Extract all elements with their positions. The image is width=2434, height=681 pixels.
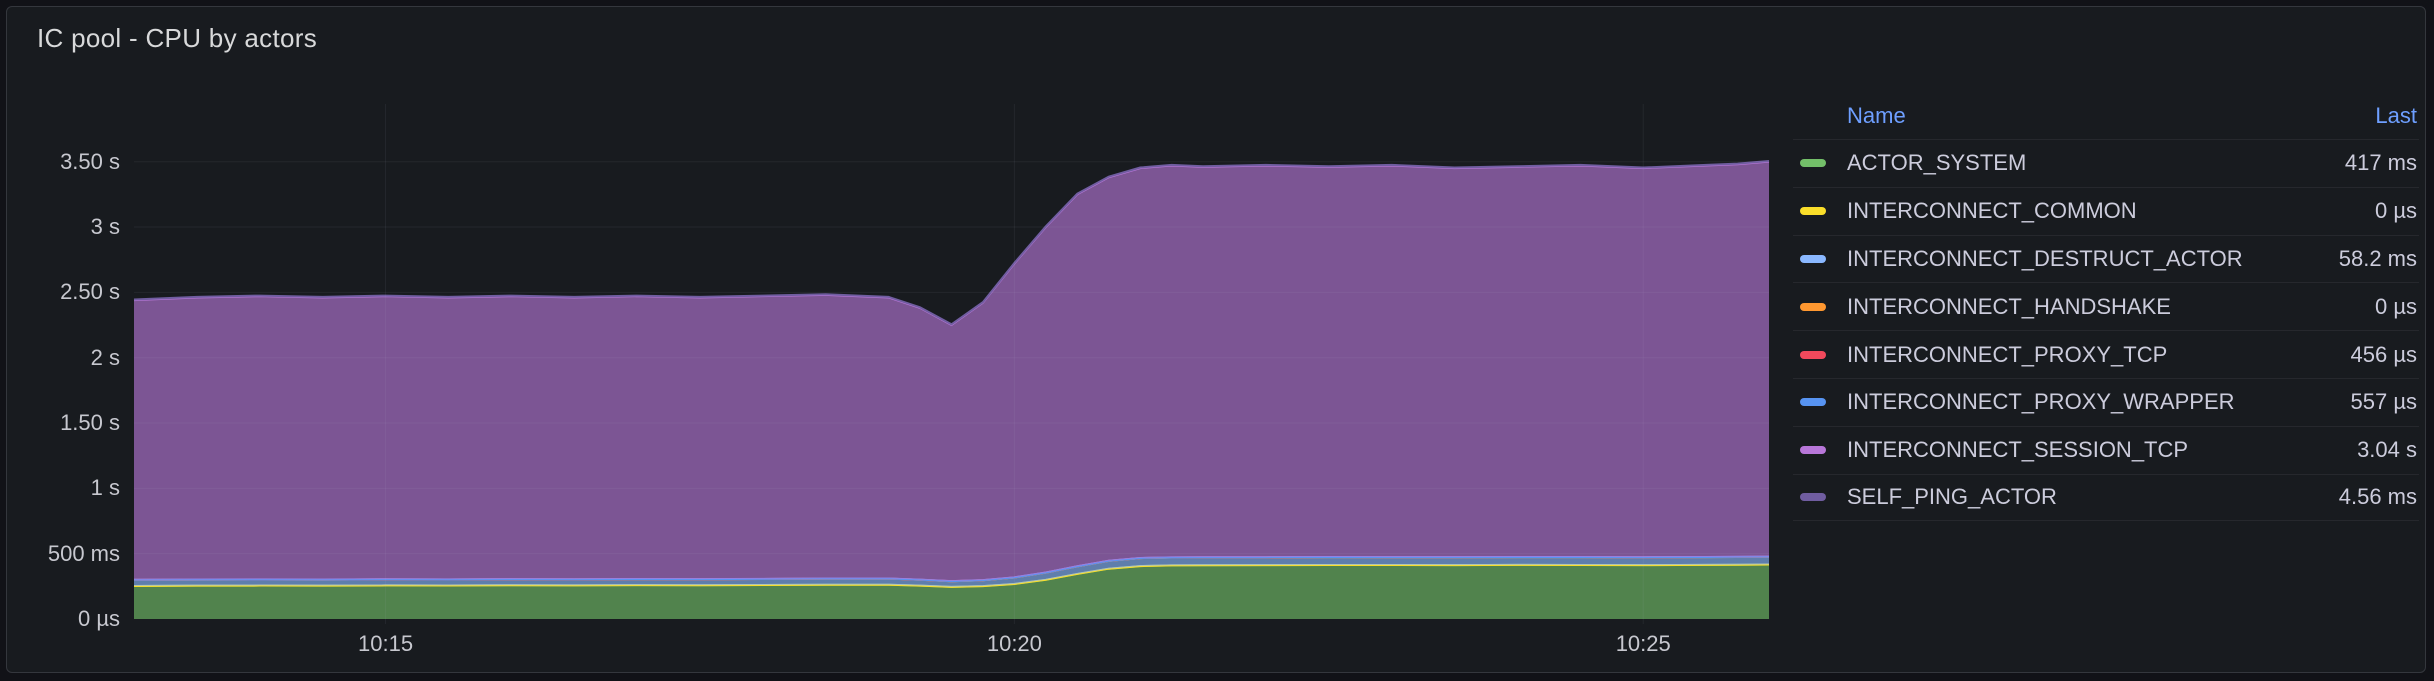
cpu-stacked-area-chart[interactable]: [7, 7, 2434, 681]
x-axis-tick-label: 10:25: [1615, 631, 1671, 656]
legend-series-last-value: 557 µs: [2350, 389, 2418, 415]
y-axis-tick-label: 1.50 s: [60, 410, 120, 436]
panel-title[interactable]: IC pool - CPU by actors: [37, 23, 317, 53]
line-self_ping_actor: [133, 160, 1770, 326]
legend-series-name[interactable]: SELF_PING_ACTOR: [1847, 484, 2057, 510]
legend-sort-last[interactable]: Last: [2375, 103, 2417, 128]
area-interconnect_session_tcp: [134, 161, 1769, 582]
legend-series-last-value: 456 µs: [2350, 341, 2418, 367]
legend-series-last-value: 417 ms: [2344, 150, 2417, 176]
series-color-swatch[interactable]: [1800, 254, 1826, 263]
legend-series-name[interactable]: INTERCONNECT_HANDSHAKE: [1847, 293, 2171, 319]
legend-sort-name[interactable]: Name: [1847, 103, 1906, 128]
legend-series-last-value: 0 µs: [2374, 198, 2417, 224]
legend-row[interactable]: INTERCONNECT_SESSION_TCP 3.04 s: [1793, 425, 2419, 474]
y-axis-tick-label: 1 s: [90, 475, 120, 501]
area-actor_system: [134, 564, 1769, 619]
x-axis-tick-label: 10:20: [986, 631, 1042, 656]
legend-series-last-value: 3.04 s: [2357, 437, 2417, 463]
series-color-swatch[interactable]: [1800, 446, 1826, 455]
legend-row[interactable]: INTERCONNECT_HANDSHAKE 0 µs: [1793, 282, 2419, 330]
series-color-swatch[interactable]: [1800, 159, 1826, 168]
series-color-swatch[interactable]: [1800, 493, 1826, 502]
legend-series-last-value: 58.2 ms: [2338, 245, 2417, 271]
legend-series-name[interactable]: INTERCONNECT_SESSION_TCP: [1847, 437, 2189, 463]
panel: IC pool - CPU by actors 0 µs 500 ms 1 s 1.5…: [6, 6, 2426, 673]
y-axis-tick-label: 2.50 s: [60, 279, 120, 305]
series-color-swatch[interactable]: [1800, 398, 1826, 407]
series-color-swatch[interactable]: [1800, 302, 1826, 311]
y-axis-tick-label: 0 µs: [77, 606, 120, 631]
series-color-swatch[interactable]: [1800, 350, 1826, 359]
legend-series-name[interactable]: INTERCONNECT_DESTRUCT_ACTOR: [1847, 245, 2243, 271]
legend-row[interactable]: INTERCONNECT_DESTRUCT_ACTOR 58.2 ms: [1793, 234, 2419, 283]
legend-row[interactable]: INTERCONNECT_COMMON 0 µs: [1793, 186, 2419, 235]
legend-row[interactable]: ACTOR_SYSTEM 417 ms: [1793, 139, 2419, 187]
legend-series-name[interactable]: INTERCONNECT_PROXY_TCP: [1847, 341, 2168, 367]
legend-row[interactable]: SELF_PING_ACTOR 4.56 ms: [1793, 473, 2419, 522]
legend-row[interactable]: INTERCONNECT_PROXY_WRAPPER 557 µs: [1793, 377, 2419, 426]
legend-header: Name Last: [1793, 93, 2419, 139]
y-axis-tick-label: 2 s: [90, 344, 120, 370]
legend-series-last-value: 0 µs: [2374, 293, 2417, 319]
legend-series-name[interactable]: INTERCONNECT_PROXY_WRAPPER: [1847, 389, 2235, 415]
legend-series-name[interactable]: ACTOR_SYSTEM: [1847, 150, 2027, 176]
legend-series-last-value: 4.56 ms: [2338, 484, 2417, 510]
x-axis-tick-label: 10:15: [358, 631, 414, 656]
y-axis-tick-label: 3 s: [90, 214, 120, 240]
legend-table: Name Last ACTOR_SYSTEM 417 ms INTERCONNECT…: [1793, 93, 2419, 522]
legend-row[interactable]: INTERCONNECT_PROXY_TCP 456 µs: [1793, 330, 2419, 378]
legend-series-name[interactable]: INTERCONNECT_COMMON: [1847, 198, 2137, 224]
series-color-swatch[interactable]: [1800, 207, 1826, 216]
y-axis-tick-label: 3.50 s: [60, 148, 120, 174]
y-axis-tick-label: 500 ms: [47, 540, 120, 566]
